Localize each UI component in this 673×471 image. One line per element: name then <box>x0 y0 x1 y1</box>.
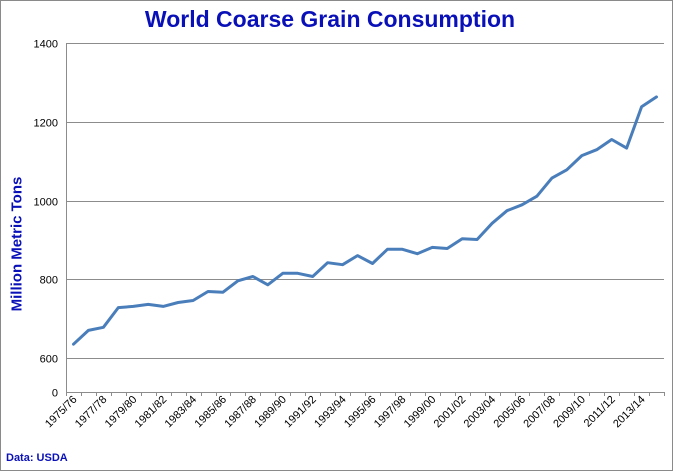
data-point-1991/92 <box>311 275 314 278</box>
x-tick-label: 1991/92 <box>282 394 319 431</box>
data-point-1987/88 <box>251 275 254 278</box>
data-point-1980/81 <box>147 303 150 306</box>
y-tick-label-1400: 1400 <box>34 39 58 51</box>
data-point-1979/80 <box>132 305 135 308</box>
x-tick-label: 1993/94 <box>312 394 349 431</box>
data-point-1993/94 <box>341 263 344 266</box>
data-point-1983/84 <box>192 299 195 302</box>
x-tick-label: 2001/02 <box>432 394 469 431</box>
data-point-2000/01 <box>446 247 449 250</box>
data-point-1990/91 <box>296 272 299 275</box>
x-tick-label: 2013/14 <box>611 394 648 431</box>
data-point-1999/00 <box>431 246 434 249</box>
x-tick-label: 1981/82 <box>133 394 170 431</box>
data-point-1985/86 <box>222 291 225 294</box>
data-point-1984/85 <box>207 290 210 293</box>
x-tick-label: 2003/04 <box>462 394 499 431</box>
data-point-1989/90 <box>281 272 284 275</box>
data-point-1978/79 <box>117 306 120 309</box>
data-point-2011/12 <box>610 138 613 141</box>
data-point-2013/14 <box>640 105 643 108</box>
x-tick-label: 1997/98 <box>372 394 409 431</box>
data-point-2003/04 <box>491 222 494 225</box>
data-point-2008/09 <box>565 168 568 171</box>
x-tick-label: 1995/96 <box>342 394 379 431</box>
x-tick-label: 1983/84 <box>163 394 200 431</box>
x-tick-label: 1989/90 <box>252 394 289 431</box>
x-tick-label: 2009/10 <box>551 394 588 431</box>
data-point-2006/07 <box>535 195 538 198</box>
data-point-1992/93 <box>326 261 329 264</box>
x-tick-label: 1985/86 <box>192 394 229 431</box>
data-point-2012/13 <box>625 147 628 150</box>
chart-title: World Coarse Grain Consumption <box>144 6 516 32</box>
x-tick-label: 1979/80 <box>103 394 140 431</box>
y-tick-label-600: 600 <box>40 354 58 366</box>
x-tick-label: 1999/00 <box>402 394 439 431</box>
y-tick-label-1200: 1200 <box>34 118 58 130</box>
data-point-1996/97 <box>386 248 389 251</box>
data-point-1994/95 <box>356 254 359 257</box>
y-tick-label-0: 0 <box>52 388 58 400</box>
data-point-1976/77 <box>87 329 90 332</box>
x-tick-label: 1987/88 <box>222 394 259 431</box>
source-note: Data: USDA <box>6 452 68 464</box>
data-point-1981/82 <box>162 305 165 308</box>
data-point-2004/05 <box>506 209 509 212</box>
data-point-2009/10 <box>580 154 583 157</box>
data-point-1988/89 <box>266 283 269 286</box>
consumption-line <box>72 95 658 346</box>
y-tick-label-1000: 1000 <box>34 197 58 209</box>
data-point-1995/96 <box>371 262 374 265</box>
data-point-2001/02 <box>461 237 464 240</box>
data-point-1998/99 <box>416 252 419 255</box>
data-point-2005/06 <box>521 203 524 206</box>
data-point-2014/15 <box>655 95 658 98</box>
data-point-1982/83 <box>177 301 180 304</box>
data-point-1986/87 <box>236 279 239 282</box>
data-point-2010/11 <box>595 148 598 151</box>
data-point-1975/76 <box>72 343 75 346</box>
data-point-1977/78 <box>102 326 105 329</box>
x-tick-label: 1977/78 <box>73 394 110 431</box>
data-point-2002/03 <box>476 238 479 241</box>
data-point-2007/08 <box>550 177 553 180</box>
y-tick-label-800: 800 <box>40 275 58 287</box>
x-tick-label: 2007/08 <box>521 394 558 431</box>
x-tick-label: 2005/06 <box>491 394 528 431</box>
data-point-1997/98 <box>401 248 404 251</box>
x-tick-label: 1975/76 <box>43 394 80 431</box>
